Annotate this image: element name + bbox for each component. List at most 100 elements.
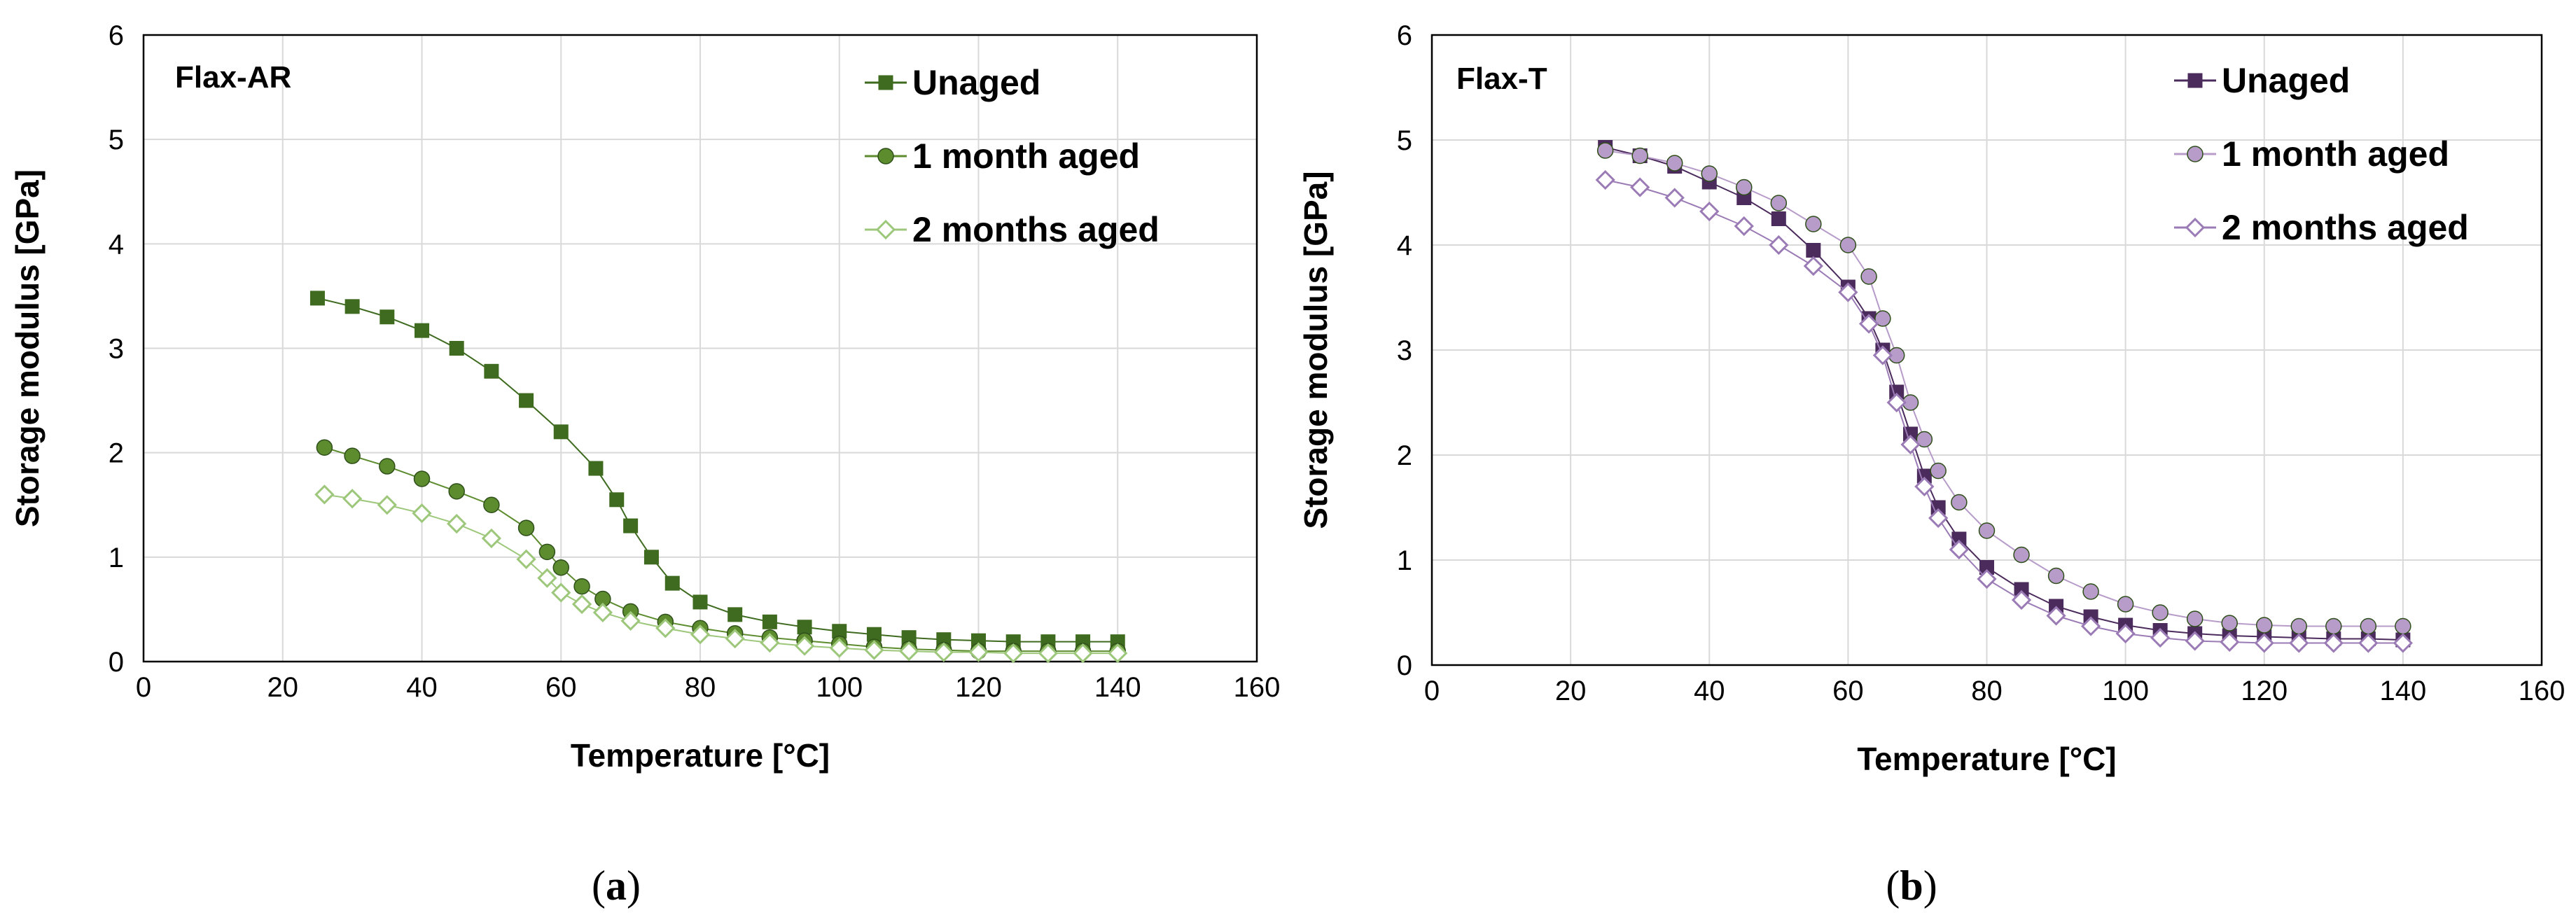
data-point xyxy=(2150,627,2171,648)
data-point xyxy=(933,642,954,662)
plot-frame xyxy=(1430,34,2543,666)
panel-caption-letter: a xyxy=(606,862,627,909)
data-point xyxy=(1951,494,1968,511)
data-point xyxy=(727,607,743,622)
data-point xyxy=(643,550,659,565)
legend-label: 2 months aged xyxy=(2222,208,2469,247)
data-point xyxy=(2254,633,2274,653)
legend-label: 2 months aged xyxy=(912,210,1160,249)
y-tick-label: 6 xyxy=(1397,20,1412,51)
y-tick-label: 1 xyxy=(1397,545,1412,576)
data-point xyxy=(2358,633,2379,653)
series-line xyxy=(324,494,1118,655)
data-point xyxy=(2046,606,2066,626)
panel-label: Flax-AR xyxy=(175,60,291,95)
y-tick-label: 6 xyxy=(109,20,124,51)
x-tick-label: 140 xyxy=(2380,676,2427,706)
data-point xyxy=(620,610,641,631)
data-point xyxy=(1595,169,1615,190)
y-tick-label: 1 xyxy=(109,543,124,573)
data-point xyxy=(1838,282,1858,302)
data-point xyxy=(1073,643,1093,664)
data-point xyxy=(344,447,361,464)
data-point xyxy=(1108,643,1128,664)
data-point xyxy=(517,519,535,536)
x-tick-label: 80 xyxy=(685,672,716,703)
data-point xyxy=(1949,539,1969,560)
data-point xyxy=(762,614,777,629)
y-tick-label: 0 xyxy=(1397,650,1412,681)
series-2-months-aged xyxy=(1595,169,2413,653)
y-tick-label: 2 xyxy=(1397,440,1412,471)
data-point xyxy=(344,299,360,314)
data-point xyxy=(484,363,499,379)
y-tick-label: 4 xyxy=(109,229,124,260)
data-point xyxy=(1596,142,1614,159)
y-tick-label: 4 xyxy=(1397,230,1412,261)
data-point xyxy=(573,578,590,595)
data-point xyxy=(314,484,335,505)
panel-caption: (a) xyxy=(592,862,641,909)
series-line xyxy=(1605,150,2403,627)
series-1-month-aged xyxy=(1596,142,2411,635)
data-point xyxy=(1770,195,1788,211)
y-tick-label: 5 xyxy=(109,125,124,155)
series-line xyxy=(1605,146,2403,641)
data-point xyxy=(1699,201,1720,222)
series-2-months-aged xyxy=(314,484,1128,664)
legend-marker xyxy=(2187,73,2203,88)
x-tick-label: 140 xyxy=(1094,672,1141,703)
data-point xyxy=(1928,508,1949,529)
data-point xyxy=(1874,310,1891,327)
data-point xyxy=(2290,617,2308,635)
data-point xyxy=(1734,216,1754,237)
data-point xyxy=(1771,211,1786,226)
y-tick-label: 3 xyxy=(1397,335,1412,366)
data-point xyxy=(760,633,780,653)
data-point xyxy=(2115,623,2136,644)
panel-caption: (b) xyxy=(1886,862,1937,909)
y-tick-label: 0 xyxy=(109,647,124,678)
data-point xyxy=(2360,617,2377,635)
chart-panel-a: 0 20 40 60 80 100 120 140 160 0 1 2 3 4 5 6 Temperature … xyxy=(9,20,1280,909)
data-point xyxy=(1631,147,1648,165)
data-point xyxy=(609,492,625,508)
data-point xyxy=(1038,643,1058,664)
data-point xyxy=(690,624,711,645)
data-point xyxy=(2325,617,2342,635)
legend-marker xyxy=(875,219,896,240)
data-point xyxy=(725,629,745,649)
data-point xyxy=(1701,165,1718,182)
data-point xyxy=(1858,314,1879,334)
data-point xyxy=(2256,617,2273,634)
data-point xyxy=(447,513,467,534)
legend-label: Unaged xyxy=(912,63,1040,102)
data-point xyxy=(2047,567,2065,585)
y-tick-label: 3 xyxy=(109,334,124,365)
data-point xyxy=(448,483,465,500)
data-point xyxy=(379,458,396,475)
series-line xyxy=(317,297,1118,643)
series-1-month-aged xyxy=(316,439,1126,659)
chart-panel-b: 0 20 40 60 80 100 120 140 160 0 1 2 3 4 5 6 Temperature … xyxy=(1297,20,2565,909)
y-tick-label: 5 xyxy=(1397,125,1412,156)
legend-label: Unaged xyxy=(2222,61,2350,100)
x-tick-label: 0 xyxy=(136,672,151,703)
x-tick-label: 60 xyxy=(1832,676,1864,706)
legend-label: 1 month aged xyxy=(912,137,1140,176)
data-point xyxy=(537,568,557,588)
data-point xyxy=(2011,589,2032,610)
data-point xyxy=(1839,237,1857,253)
data-point xyxy=(552,559,569,576)
data-point xyxy=(1769,235,1789,256)
series-unaged xyxy=(309,291,1125,650)
data-point xyxy=(1003,643,1024,664)
data-point xyxy=(519,393,534,408)
data-point xyxy=(1630,177,1650,197)
data-point xyxy=(2289,633,2309,653)
y-axis-title: Storage modulus [GPa] xyxy=(9,169,46,527)
data-point xyxy=(1872,345,1893,365)
x-tick-label: 160 xyxy=(1234,672,1281,703)
data-point xyxy=(2117,596,2134,613)
